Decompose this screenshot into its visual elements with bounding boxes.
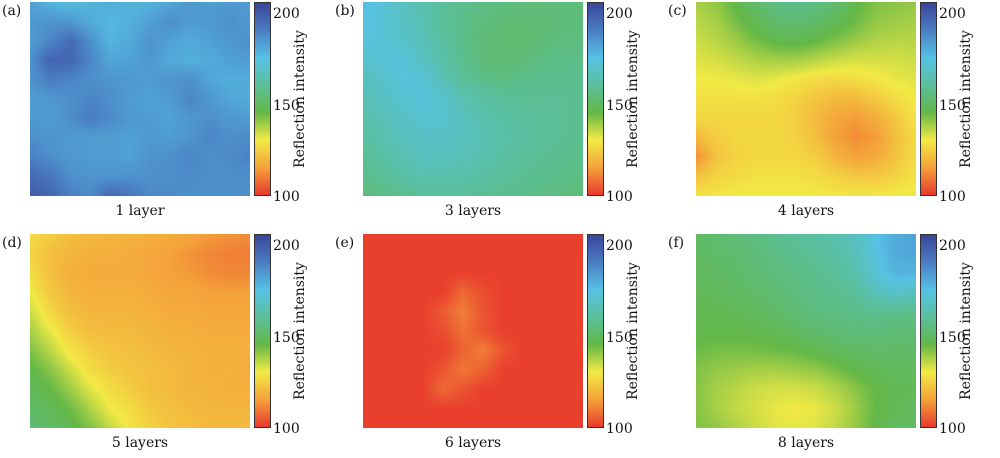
colorbar-tick-150: 150: [939, 330, 966, 346]
colorbar-tick-200: 200: [939, 6, 966, 22]
colorbar-tick-100: 100: [939, 189, 966, 205]
panel-caption: 5 layers: [111, 435, 169, 451]
colorbar-tick-100: 100: [273, 189, 300, 205]
heatmap: [363, 234, 583, 428]
heatmap: [363, 2, 583, 196]
panel-caption: 8 layers: [777, 435, 835, 451]
colorbar-label: Reflection intensity: [958, 262, 974, 400]
colorbar-tick-150: 150: [939, 98, 966, 114]
colorbar-tick-200: 200: [606, 238, 633, 254]
panel-f: (f) 200 150 100 Reflection intensity 8 l…: [666, 232, 999, 458]
panel-caption: 3 layers: [444, 203, 502, 219]
panel-d: (d) 200 150 100 Reflection intensity 5 l…: [0, 232, 333, 458]
colorbar-tick-100: 100: [273, 421, 300, 437]
panel-caption: 4 layers: [777, 203, 835, 219]
panel-letter: (a): [2, 3, 22, 19]
heatmap: [30, 234, 250, 428]
panel-letter: (e): [335, 235, 355, 251]
panel-letter: (d): [2, 235, 22, 251]
heatmap: [696, 2, 916, 196]
colorbar: [920, 234, 937, 428]
panel-a: (a) 200 150 100 Reflection intensity 1 l…: [0, 0, 333, 226]
panel-caption: 6 layers: [444, 435, 502, 451]
heatmap: [696, 234, 916, 428]
colorbar-label: Reflection intensity: [292, 30, 308, 168]
colorbar-tick-100: 100: [606, 189, 633, 205]
colorbar: [587, 234, 604, 428]
colorbar-tick-200: 200: [606, 6, 633, 22]
colorbar-tick-150: 150: [273, 98, 300, 114]
colorbar: [920, 2, 937, 196]
colorbar-tick-200: 200: [939, 238, 966, 254]
colorbar: [254, 2, 271, 196]
panel-b: (b) 200 150 100 Reflection intensity 3 l…: [333, 0, 666, 226]
colorbar-tick-100: 100: [939, 421, 966, 437]
colorbar-label: Reflection intensity: [958, 30, 974, 168]
panel-caption: 1 layer: [115, 203, 165, 219]
colorbar-tick-150: 150: [273, 330, 300, 346]
panel-letter: (c): [668, 3, 687, 19]
heatmap: [30, 2, 250, 196]
colorbar-tick-100: 100: [606, 421, 633, 437]
colorbar-tick-200: 200: [273, 238, 300, 254]
colorbar-label: Reflection intensity: [625, 262, 641, 400]
colorbar-label: Reflection intensity: [625, 30, 641, 168]
colorbar: [587, 2, 604, 196]
colorbar-tick-150: 150: [606, 330, 633, 346]
colorbar-label: Reflection intensity: [292, 262, 308, 400]
colorbar-tick-200: 200: [273, 6, 300, 22]
panel-letter: (f): [668, 235, 685, 251]
colorbar-tick-150: 150: [606, 98, 633, 114]
panel-e: (e) 200 150 100 Reflection intensity 6 l…: [333, 232, 666, 458]
panel-letter: (b): [335, 3, 355, 19]
panel-c: (c) 200 150 100 Reflection intensity 4 l…: [666, 0, 999, 226]
colorbar: [254, 234, 271, 428]
